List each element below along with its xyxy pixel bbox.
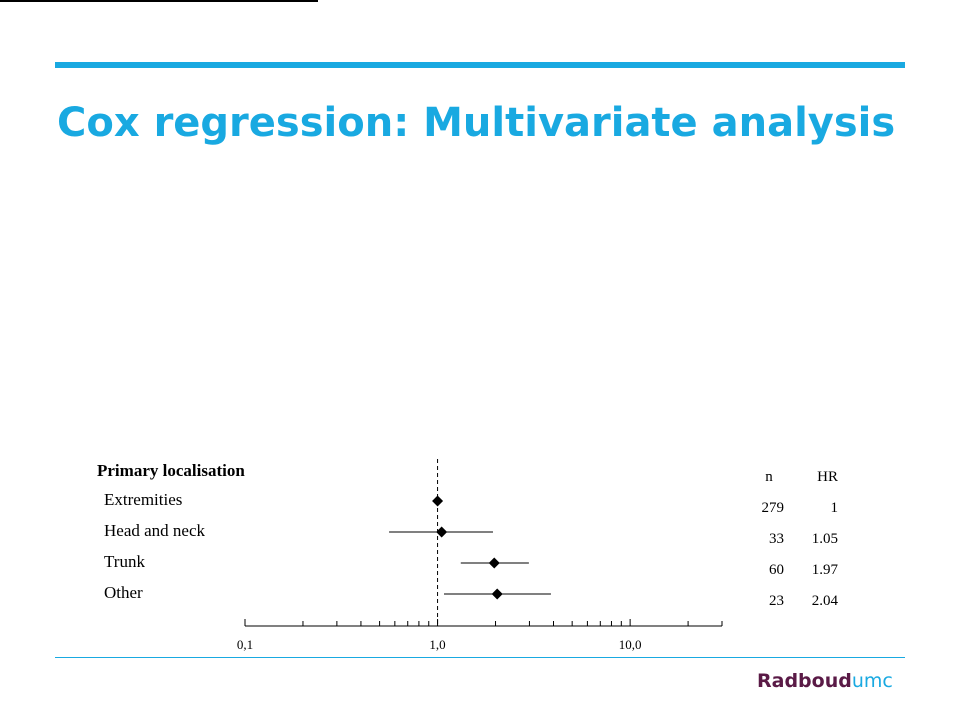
category-label: Other <box>104 583 143 602</box>
logo-part-radboud: Radboud <box>757 670 852 692</box>
x-tick-label: 10,0 <box>619 637 642 652</box>
top-rule <box>0 0 318 2</box>
n-value: 23 <box>769 593 784 609</box>
category-label: Trunk <box>104 552 145 571</box>
category-label: Extremities <box>104 490 182 509</box>
hr-column-header: HR <box>817 469 838 485</box>
radboudumc-logo: Radboudumc <box>757 670 893 692</box>
hr-marker <box>488 557 500 569</box>
hr-value: 1.97 <box>812 562 839 578</box>
hr-marker <box>491 588 503 600</box>
category-label: Head and neck <box>104 521 206 540</box>
hr-marker <box>436 526 448 538</box>
n-column-header: n <box>765 469 773 485</box>
accent-bar <box>55 62 905 68</box>
hr-marker <box>432 495 444 507</box>
hr-value: 1.05 <box>812 531 838 547</box>
x-tick-label: 1,0 <box>429 637 445 652</box>
slide-title: Cox regression: Multivariate analysis <box>57 100 896 146</box>
n-value: 279 <box>762 500 785 516</box>
group-label: Primary localisation <box>97 461 245 480</box>
hr-value: 1 <box>831 500 839 516</box>
n-value: 33 <box>769 531 784 547</box>
footer-rule <box>55 657 905 658</box>
hr-value: 2.04 <box>812 593 839 609</box>
x-tick-label: 0,1 <box>237 637 253 652</box>
n-value: 60 <box>769 562 784 578</box>
logo-part-umc: umc <box>851 670 893 692</box>
